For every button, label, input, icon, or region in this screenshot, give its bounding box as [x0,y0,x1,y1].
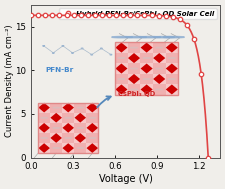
Circle shape [163,36,184,38]
Circle shape [156,89,163,90]
Hybrid PFN-Br/CsPbI₃ QD Solar Cell [157,15,160,17]
Hybrid PFN-Br/CsPbI₃ QD Solar Cell [94,14,96,16]
Polygon shape [115,84,128,94]
Circle shape [77,107,84,108]
Legend: Hybrid PFN-Br/CsPbI₃ QD Solar Cell: Hybrid PFN-Br/CsPbI₃ QD Solar Cell [59,8,217,19]
Bar [38,113,50,123]
Polygon shape [38,143,50,153]
Polygon shape [115,64,128,74]
Hybrid PFN-Br/CsPbI₃ QD Solar Cell [136,14,139,16]
Hybrid PFN-Br/CsPbI₃ QD Solar Cell [72,14,75,16]
Hybrid PFN-Br/CsPbI₃ QD Solar Cell [186,24,188,26]
Polygon shape [141,43,153,53]
Bar [50,123,62,133]
Polygon shape [38,103,50,112]
Polygon shape [38,123,50,133]
Bar [50,143,62,153]
Circle shape [130,89,137,90]
Bar [166,74,178,84]
Polygon shape [50,133,62,143]
Polygon shape [87,143,98,153]
Hybrid PFN-Br/CsPbI₃ QD Solar Cell [122,14,125,16]
Bar [153,63,166,74]
Hybrid PFN-Br/CsPbI₃ QD Solar Cell [129,14,132,16]
Hybrid PFN-Br/CsPbI₃ QD Solar Cell [179,18,181,21]
Circle shape [140,36,161,38]
Polygon shape [166,64,178,74]
Polygon shape [62,103,74,112]
Hybrid PFN-Br/CsPbI₃ QD Solar Cell [150,14,153,17]
Bar [140,53,153,63]
Hybrid PFN-Br/CsPbI₃ QD Solar Cell [207,156,209,159]
Polygon shape [153,74,165,84]
Polygon shape [153,53,165,63]
Bar [153,84,166,95]
Hybrid PFN-Br/CsPbI₃ QD Solar Cell [143,14,146,16]
Bar [62,113,74,123]
Polygon shape [141,64,153,74]
Bar [115,42,178,95]
Polygon shape [74,113,86,123]
Bar [62,133,74,143]
Circle shape [154,36,175,38]
Polygon shape [128,74,140,84]
Hybrid PFN-Br/CsPbI₃ QD Solar Cell [30,14,32,16]
Polygon shape [62,123,74,133]
Circle shape [130,47,137,48]
Hybrid PFN-Br/CsPbI₃ QD Solar Cell [200,73,202,75]
Bar [74,123,86,133]
Polygon shape [166,43,178,53]
Circle shape [112,36,133,38]
Circle shape [130,68,137,69]
Hybrid PFN-Br/CsPbI₃ QD Solar Cell [37,14,40,16]
Bar [38,133,50,143]
Polygon shape [74,133,86,143]
Bar [74,143,86,153]
Hybrid PFN-Br/CsPbI₃ QD Solar Cell [193,38,196,40]
Polygon shape [166,84,178,94]
Line: Hybrid PFN-Br/CsPbI₃ QD Solar Cell: Hybrid PFN-Br/CsPbI₃ QD Solar Cell [29,13,210,160]
Bar [115,74,128,84]
Bar [115,53,128,63]
Bar [128,42,140,53]
Text: PFN-Br: PFN-Br [45,67,73,73]
Text: CsPbI₃ QD: CsPbI₃ QD [118,91,155,98]
Hybrid PFN-Br/CsPbI₃ QD Solar Cell [171,16,174,18]
Hybrid PFN-Br/CsPbI₃ QD Solar Cell [115,14,117,16]
Polygon shape [87,103,98,112]
Circle shape [126,36,147,38]
Polygon shape [128,53,140,63]
X-axis label: Voltage (V): Voltage (V) [99,174,153,184]
Bar [38,103,98,153]
Bar [128,84,140,95]
Y-axis label: Current Density (mA cm⁻²): Current Density (mA cm⁻²) [5,25,14,137]
Polygon shape [50,113,62,123]
Bar [38,103,98,153]
Bar [86,133,98,143]
Bar [166,53,178,63]
Polygon shape [87,123,98,133]
Bar [128,63,140,74]
Hybrid PFN-Br/CsPbI₃ QD Solar Cell [108,14,110,16]
Hybrid PFN-Br/CsPbI₃ QD Solar Cell [164,15,167,17]
Hybrid PFN-Br/CsPbI₃ QD Solar Cell [101,14,103,16]
Bar [140,74,153,84]
Hybrid PFN-Br/CsPbI₃ QD Solar Cell [65,14,68,16]
Bar [74,103,86,113]
Circle shape [53,107,60,108]
Hybrid PFN-Br/CsPbI₃ QD Solar Cell [86,14,89,16]
Hybrid PFN-Br/CsPbI₃ QD Solar Cell [79,14,82,16]
Bar [50,103,62,113]
Hybrid PFN-Br/CsPbI₃ QD Solar Cell [51,14,54,16]
Bar [115,42,178,95]
Bar [86,113,98,123]
Circle shape [156,68,163,69]
Bar [153,42,166,53]
Polygon shape [62,143,74,153]
Polygon shape [115,43,128,53]
Hybrid PFN-Br/CsPbI₃ QD Solar Cell [44,14,47,16]
Circle shape [156,47,163,48]
Polygon shape [141,84,153,94]
Hybrid PFN-Br/CsPbI₃ QD Solar Cell [58,14,61,16]
